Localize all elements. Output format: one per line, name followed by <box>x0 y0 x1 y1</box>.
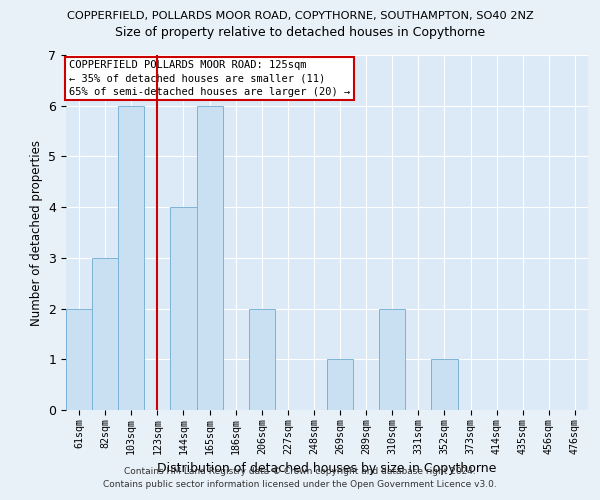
Text: Contains HM Land Registry data © Crown copyright and database right 2024.
Contai: Contains HM Land Registry data © Crown c… <box>103 467 497 489</box>
Text: COPPERFIELD, POLLARDS MOOR ROAD, COPYTHORNE, SOUTHAMPTON, SO40 2NZ: COPPERFIELD, POLLARDS MOOR ROAD, COPYTHO… <box>67 11 533 21</box>
Bar <box>170 207 197 410</box>
Text: Size of property relative to detached houses in Copythorne: Size of property relative to detached ho… <box>115 26 485 39</box>
Bar <box>92 258 118 410</box>
X-axis label: Distribution of detached houses by size in Copythorne: Distribution of detached houses by size … <box>157 462 497 475</box>
Bar <box>197 106 223 410</box>
Bar <box>249 308 275 410</box>
Bar <box>431 360 458 410</box>
Bar <box>327 360 353 410</box>
Bar <box>66 308 92 410</box>
Bar <box>118 106 145 410</box>
Text: COPPERFIELD POLLARDS MOOR ROAD: 125sqm
← 35% of detached houses are smaller (11): COPPERFIELD POLLARDS MOOR ROAD: 125sqm ←… <box>68 60 350 96</box>
Y-axis label: Number of detached properties: Number of detached properties <box>30 140 43 326</box>
Bar <box>379 308 406 410</box>
